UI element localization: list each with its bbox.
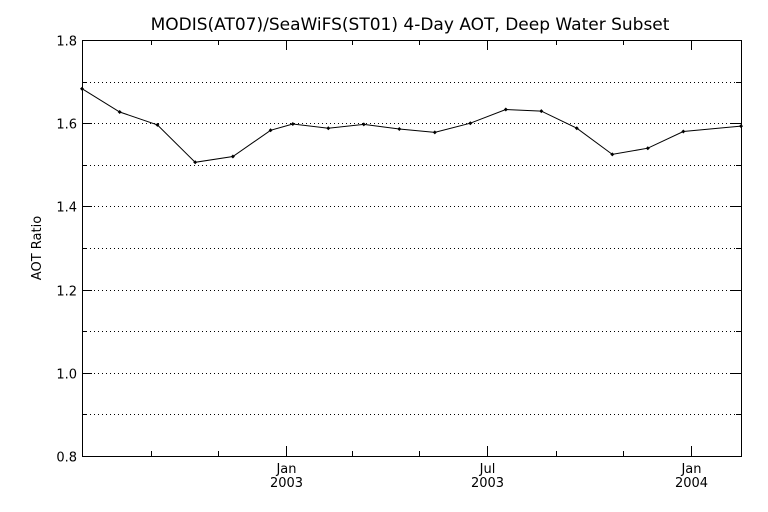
data-point — [397, 127, 402, 131]
x-tick-label-month: Jan — [275, 462, 296, 477]
data-point — [503, 107, 508, 112]
data-point — [290, 122, 295, 126]
data-point — [610, 152, 615, 157]
data-point — [193, 160, 198, 165]
data-point — [539, 109, 544, 114]
plot-area — [80, 86, 743, 165]
y-tick-label: 1.4 — [56, 201, 77, 216]
data-point — [361, 122, 366, 127]
y-axis-ticks: 0.8 1.0 1.2 1.4 1.6 1.8 — [56, 35, 741, 466]
x-tick-label-year: 2004 — [675, 476, 708, 491]
data-point — [230, 154, 235, 159]
y-tick-label: 1.0 — [56, 368, 77, 383]
chart-title: MODIS(AT07)/SeaWiFS(ST01) 4-Day AOT, Dee… — [151, 15, 670, 35]
y-axis-label: AOT Ratio — [30, 216, 45, 280]
data-point — [80, 86, 84, 91]
x-tick-label-month: Jan — [680, 462, 701, 477]
x-tick-label-year: 2003 — [471, 476, 504, 491]
data-point — [432, 130, 437, 135]
data-point — [574, 126, 579, 131]
data-point — [326, 126, 331, 131]
data-point — [117, 110, 122, 114]
data-point — [739, 124, 743, 129]
y-tick-label: 1.6 — [56, 118, 77, 133]
x-tick-label-month: Jul — [479, 462, 496, 477]
series-line — [81, 88, 742, 163]
data-point — [681, 129, 686, 134]
y-tick-label: 1.2 — [56, 285, 77, 300]
data-point — [268, 128, 273, 133]
grid-lines — [82, 82, 741, 415]
data-point — [645, 146, 650, 151]
y-tick-label: 0.8 — [56, 451, 77, 466]
data-point — [468, 121, 473, 126]
y-tick-label: 1.8 — [56, 35, 77, 50]
data-point — [155, 122, 160, 127]
x-tick-label-year: 2003 — [270, 476, 303, 491]
